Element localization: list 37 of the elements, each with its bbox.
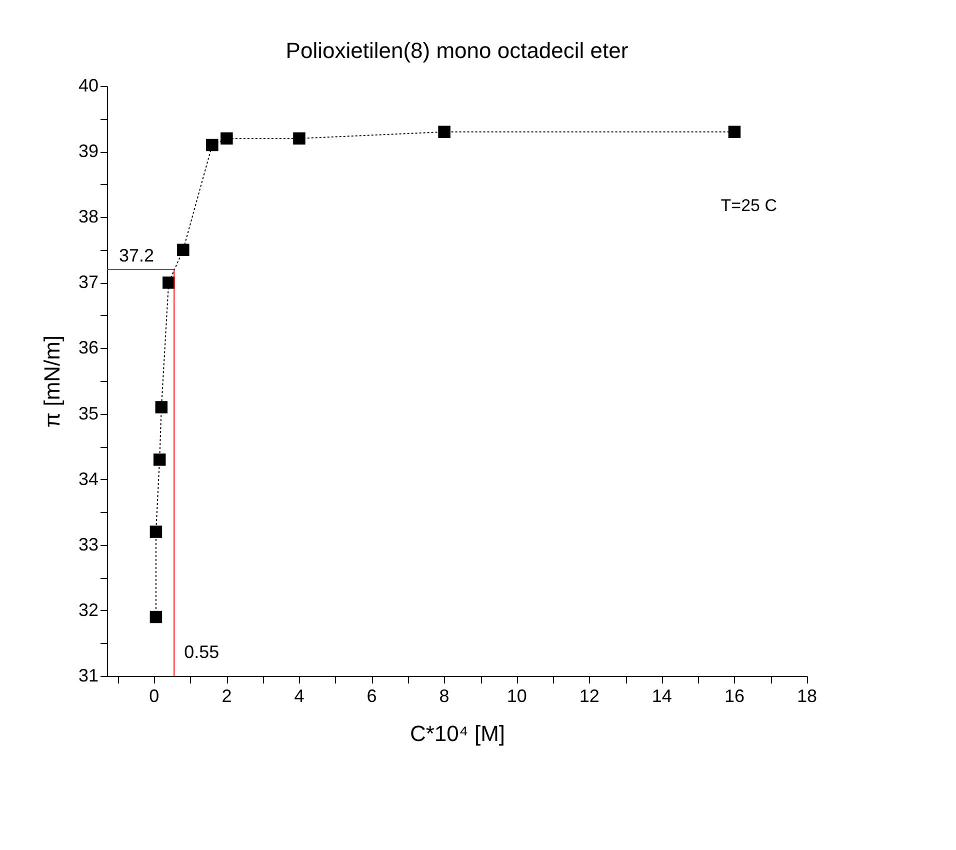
ref-line-label: 37.2 [119,246,154,266]
x-axis-title: C*10⁴ [M] [410,721,506,746]
point [293,132,306,145]
x-tick-label: 4 [294,686,304,706]
ref-line-label: 0.55 [184,642,220,662]
x-tick-label: 10 [506,686,527,706]
point [155,401,168,414]
point [150,610,162,624]
x-tick-label: 6 [366,686,377,706]
y-tick-label: 34 [78,468,98,489]
point [220,132,233,145]
y-tick-label: 33 [78,534,98,554]
y-tick-label: 36 [78,338,98,358]
x-tick-label: 16 [724,686,744,706]
y-tick-label: 32 [78,600,98,620]
x-tick-label: 8 [439,686,450,706]
annotation: T=25 C [720,196,777,215]
point [177,244,190,256]
point [728,126,741,138]
chart-title: Polioxietilen(8) mono octadecil eter [286,38,628,63]
point [150,526,162,538]
y-tick-label: 38 [78,206,98,227]
x-tick-label: 12 [579,686,600,706]
y-axis-title: π [mN/m] [39,335,64,428]
y-tick-label: 37 [78,272,98,292]
y-tick-label: 40 [78,76,98,96]
point [438,126,450,138]
y-tick-label: 31 [78,666,98,686]
y-tick-label: 39 [78,141,98,162]
x-tick-label: 2 [222,686,232,706]
x-tick-label: 14 [652,686,672,706]
x-tick-label: 18 [796,686,818,706]
point [206,138,218,152]
point [153,454,166,466]
point [162,276,175,289]
y-tick-label: 35 [78,403,98,424]
x-tick-label: 0 [149,686,160,706]
